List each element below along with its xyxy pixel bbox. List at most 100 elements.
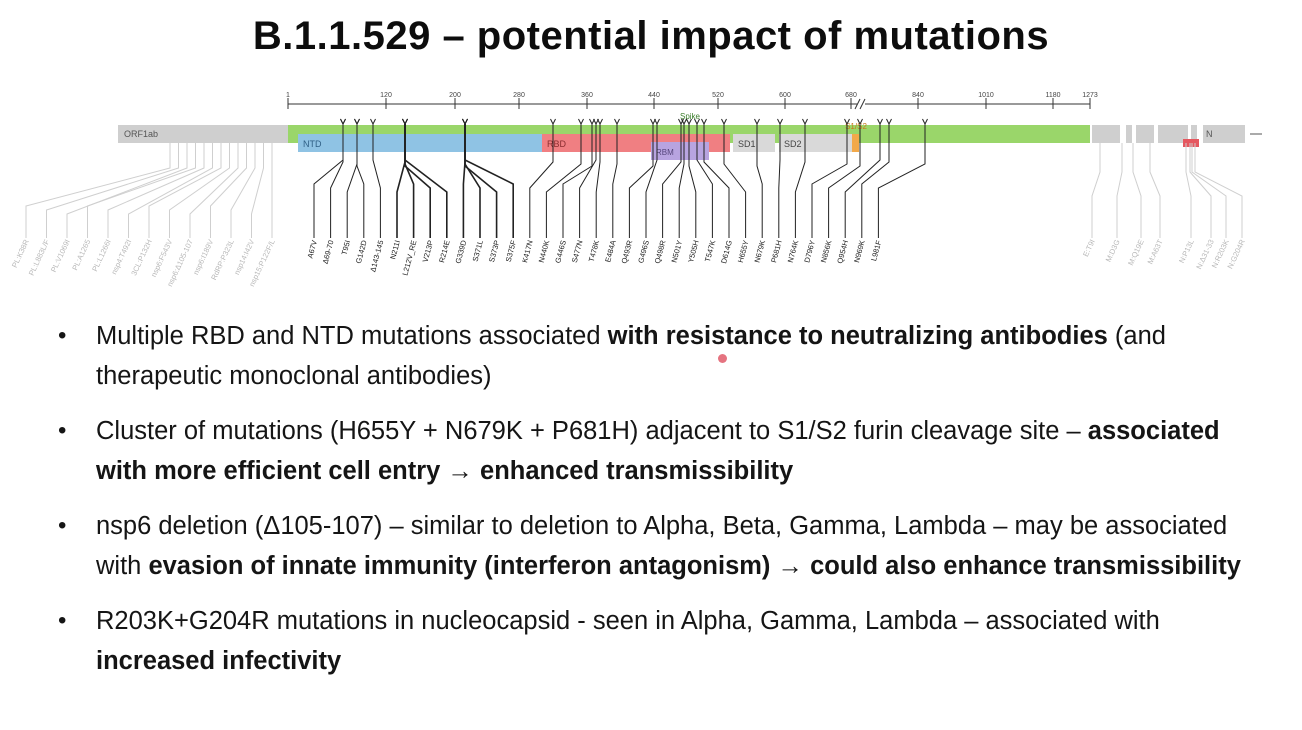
spike-mutation-label: S371L bbox=[471, 239, 485, 262]
bullet-furin-cluster: Cluster of mutations (H655Y + N679K + P6… bbox=[56, 411, 1266, 491]
bullet-nucleocapsid: R203K+G204R mutations in nucleocapsid - … bbox=[56, 601, 1266, 681]
ntd-label: NTD bbox=[303, 139, 322, 149]
other-mutation-leader bbox=[1189, 143, 1212, 238]
bullet-antibody-resistance: Multiple RBD and NTD mutations associate… bbox=[56, 316, 1266, 396]
spike-mutation-marker bbox=[857, 118, 863, 126]
downstream-gene bbox=[1203, 125, 1245, 143]
spike-mutation-marker bbox=[721, 118, 727, 126]
other-mutation-leader bbox=[1185, 143, 1192, 238]
scale-tick-label: 1273 bbox=[1082, 92, 1098, 99]
spike-mutation-label: P681H bbox=[769, 239, 784, 263]
spike-mutation-marker bbox=[922, 118, 928, 126]
spike-mutation-label: N969K bbox=[852, 239, 867, 263]
spike-mutation-leader bbox=[404, 124, 448, 238]
mutation-map-svg: 1 120 200 280 360 440 520 600 680 840 1010 1180 1273… bbox=[10, 92, 1262, 288]
spike-mutation-label: H655Y bbox=[736, 239, 751, 263]
spike-mutation-marker bbox=[402, 118, 408, 126]
spike-mutation-marker bbox=[614, 118, 620, 126]
downstream-gene bbox=[1158, 125, 1188, 143]
spike-mutation-leader bbox=[579, 124, 597, 238]
sd1-domain bbox=[733, 134, 775, 152]
spike-mutation-leader bbox=[628, 124, 654, 238]
spike-mutation-label: Q954H bbox=[835, 239, 850, 264]
other-mutation-label: M:Q19E bbox=[1126, 238, 1146, 267]
n-gene-highlight bbox=[1183, 139, 1199, 147]
other-mutation-leader bbox=[1091, 143, 1101, 238]
scale-break-mark bbox=[854, 98, 866, 110]
spike-mutation-leader bbox=[828, 124, 861, 238]
spike-mutation-marker bbox=[340, 118, 346, 126]
downstream-gene bbox=[1136, 125, 1154, 143]
spike-mutation-leader bbox=[595, 124, 601, 238]
spike-mutation-leader bbox=[844, 124, 881, 238]
rbm-domain bbox=[651, 142, 709, 160]
sd2-label: SD2 bbox=[784, 139, 802, 149]
downstream-gene bbox=[1191, 125, 1197, 143]
scale-tick-label: 680 bbox=[845, 92, 857, 99]
spike-mutation-marker bbox=[370, 118, 376, 126]
orf-mutation-leader bbox=[46, 143, 179, 238]
spike-mutation-leader bbox=[612, 124, 618, 238]
orf-mutation-leader bbox=[210, 143, 247, 238]
spike-mutation-leader bbox=[529, 124, 554, 238]
spike-mutation-leader bbox=[545, 124, 582, 238]
spike-mutation-label: N440K bbox=[537, 239, 552, 263]
spike-mutation-marker bbox=[681, 118, 687, 126]
spike-mutation-leader bbox=[372, 124, 381, 238]
spike-mutation-leader bbox=[756, 124, 763, 238]
spike-mutation-marker bbox=[550, 118, 556, 126]
bullet-text-bold: with resistance to neutralizing antibodi… bbox=[607, 322, 1108, 350]
spike-mutation-leader bbox=[723, 124, 747, 238]
scale-tick-label: 600 bbox=[779, 92, 791, 99]
spike-mutation-leader bbox=[330, 124, 344, 238]
spike-mutation-label: Y505H bbox=[686, 239, 701, 263]
mutation-map-figure: 1 120 200 280 360 440 520 600 680 840 1010 1180 1273… bbox=[0, 88, 1302, 303]
spike-mutation-marker bbox=[654, 118, 660, 126]
scale-tick-label: 360 bbox=[581, 92, 593, 99]
orf-mutation-leader bbox=[107, 143, 205, 238]
bullet-text: Cluster of mutations (H655Y + N679K + P6… bbox=[96, 417, 1088, 445]
spike-mutation-marker bbox=[686, 118, 692, 126]
other-mutation-leader bbox=[1191, 143, 1227, 238]
downstream-gene bbox=[1092, 125, 1120, 143]
spike-mutation-marker bbox=[886, 118, 892, 126]
scale-tick-label: 440 bbox=[648, 92, 660, 99]
spike-mutation-label: T478K bbox=[587, 239, 601, 263]
other-mutation-label: M:D3G bbox=[1104, 238, 1122, 263]
scale-tick-label: 520 bbox=[712, 92, 724, 99]
spike-mutation-marker bbox=[462, 118, 468, 126]
spike-mutation-label: N679K bbox=[753, 239, 768, 263]
scale-tick-label: 120 bbox=[380, 92, 392, 99]
spike-mutation-label: Q493R bbox=[619, 239, 634, 265]
spike-mutation-label: Δ69-70 bbox=[321, 239, 336, 265]
other-mutation-leader bbox=[1149, 143, 1161, 238]
orf1ab-gene bbox=[118, 125, 288, 143]
orf-mutation-leader bbox=[251, 143, 264, 238]
spike-mutation-label: G142D bbox=[354, 239, 369, 265]
other-mutation-leader bbox=[1132, 143, 1142, 238]
s1s2-site bbox=[852, 134, 859, 152]
spike-mutation-label: N501Y bbox=[670, 239, 685, 263]
spike-mutation-label: N856K bbox=[819, 239, 834, 263]
spike-mutation-leader bbox=[562, 124, 593, 238]
bullet-text-bold: increased infectivity bbox=[96, 647, 342, 675]
sd2-domain bbox=[779, 134, 855, 152]
orf-mutation-label: PL:K38R bbox=[10, 238, 31, 270]
s1s2-label: S1/S2 bbox=[845, 122, 867, 131]
spike-mutation-label: N211I bbox=[388, 239, 402, 260]
spike-mutation-label: G496S bbox=[636, 239, 651, 264]
ntd-domain bbox=[298, 134, 544, 152]
spike-mutation-marker bbox=[354, 118, 360, 126]
spike-mutation-label: G339D bbox=[453, 239, 468, 265]
n-gene-label: N bbox=[1206, 129, 1213, 139]
orf-mutation-leader bbox=[25, 143, 171, 238]
scale-tick-label: 280 bbox=[513, 92, 525, 99]
bullet-text: R203K+G204R mutations in nucleocapsid - … bbox=[96, 607, 1160, 635]
other-mutation-leader bbox=[1116, 143, 1123, 238]
spike-mutation-label: S477N bbox=[570, 239, 585, 263]
other-mutation-leader bbox=[1194, 143, 1243, 238]
bullet-text: (and therapeutic monoclonal antibodies) bbox=[96, 322, 1166, 390]
rbd-label: RBD bbox=[547, 139, 567, 149]
scale-tick-label: 200 bbox=[449, 92, 461, 99]
spike-mutation-label: S375F bbox=[504, 239, 519, 263]
